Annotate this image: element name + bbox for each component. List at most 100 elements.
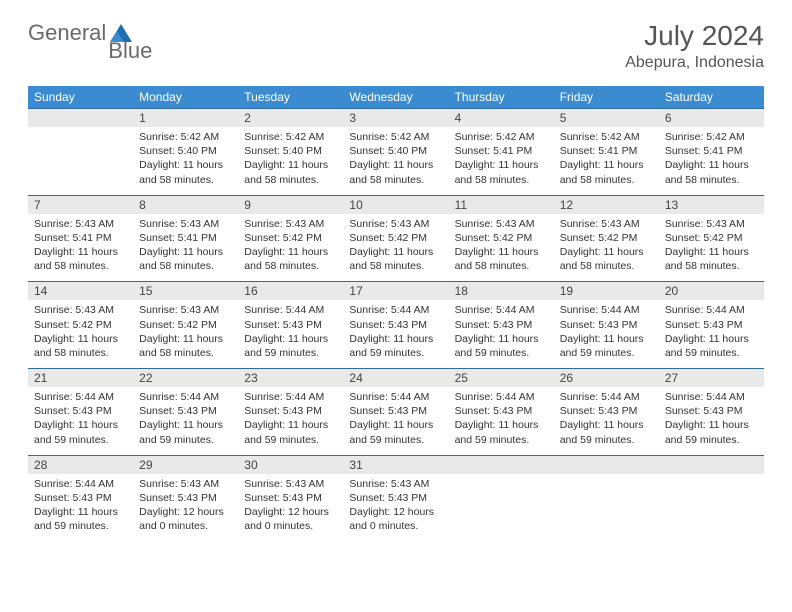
day-content-cell: Sunrise: 5:44 AMSunset: 5:43 PMDaylight:… xyxy=(133,387,238,455)
sunset-text: Sunset: 5:42 PM xyxy=(139,318,232,332)
day-content-cell: Sunrise: 5:44 AMSunset: 5:43 PMDaylight:… xyxy=(659,300,764,368)
sunset-text: Sunset: 5:43 PM xyxy=(455,404,548,418)
daylight-text: Daylight: 11 hours and 58 minutes. xyxy=(139,332,232,360)
day-number-cell: 18 xyxy=(449,282,554,301)
day-number: 30 xyxy=(244,458,257,472)
sunrise-text: Sunrise: 5:43 AM xyxy=(349,477,442,491)
header: General Blue July 2024 Abepura, Indonesi… xyxy=(28,20,764,72)
day-number-cell: 13 xyxy=(659,195,764,214)
day-header: Saturday xyxy=(659,86,764,109)
sunrise-text: Sunrise: 5:42 AM xyxy=(560,130,653,144)
day-number: 4 xyxy=(455,111,462,125)
sunrise-text: Sunrise: 5:42 AM xyxy=(665,130,758,144)
sunrise-text: Sunrise: 5:44 AM xyxy=(34,390,127,404)
day-content-cell: Sunrise: 5:44 AMSunset: 5:43 PMDaylight:… xyxy=(28,474,133,542)
sunrise-text: Sunrise: 5:44 AM xyxy=(560,390,653,404)
day-number: 24 xyxy=(349,371,362,385)
sunset-text: Sunset: 5:42 PM xyxy=(665,231,758,245)
brand-word2: Blue xyxy=(108,38,152,64)
day-content-cell: Sunrise: 5:42 AMSunset: 5:40 PMDaylight:… xyxy=(343,127,448,195)
week-content-row: Sunrise: 5:42 AMSunset: 5:40 PMDaylight:… xyxy=(28,127,764,195)
day-content-cell: Sunrise: 5:42 AMSunset: 5:40 PMDaylight:… xyxy=(238,127,343,195)
month-title: July 2024 xyxy=(625,20,764,52)
day-number: 16 xyxy=(244,284,257,298)
sunset-text: Sunset: 5:43 PM xyxy=(244,318,337,332)
day-number-cell: 8 xyxy=(133,195,238,214)
sunset-text: Sunset: 5:42 PM xyxy=(560,231,653,245)
day-number-cell: 16 xyxy=(238,282,343,301)
day-content-cell: Sunrise: 5:44 AMSunset: 5:43 PMDaylight:… xyxy=(659,387,764,455)
day-number: 23 xyxy=(244,371,257,385)
day-number: 7 xyxy=(34,198,41,212)
day-number-cell: 23 xyxy=(238,369,343,388)
day-number: 20 xyxy=(665,284,678,298)
sunrise-text: Sunrise: 5:43 AM xyxy=(665,217,758,231)
sunset-text: Sunset: 5:43 PM xyxy=(665,318,758,332)
day-number: 5 xyxy=(560,111,567,125)
day-number: 12 xyxy=(560,198,573,212)
sunset-text: Sunset: 5:41 PM xyxy=(139,231,232,245)
day-number-cell: 14 xyxy=(28,282,133,301)
daylight-text: Daylight: 11 hours and 58 minutes. xyxy=(665,158,758,186)
day-number-cell: 21 xyxy=(28,369,133,388)
day-number-cell: 31 xyxy=(343,455,448,474)
day-number-cell: 2 xyxy=(238,109,343,128)
day-number-cell: 6 xyxy=(659,109,764,128)
day-number-cell: 19 xyxy=(554,282,659,301)
day-content-cell: Sunrise: 5:44 AMSunset: 5:43 PMDaylight:… xyxy=(28,387,133,455)
daylight-text: Daylight: 11 hours and 59 minutes. xyxy=(665,418,758,446)
day-number: 21 xyxy=(34,371,47,385)
daylight-text: Daylight: 11 hours and 58 minutes. xyxy=(34,245,127,273)
sunrise-text: Sunrise: 5:42 AM xyxy=(349,130,442,144)
sunset-text: Sunset: 5:41 PM xyxy=(665,144,758,158)
sunrise-text: Sunrise: 5:44 AM xyxy=(455,390,548,404)
daylight-text: Daylight: 11 hours and 59 minutes. xyxy=(560,418,653,446)
brand-word1: General xyxy=(28,20,106,46)
day-content-cell: Sunrise: 5:43 AMSunset: 5:42 PMDaylight:… xyxy=(659,214,764,282)
sunrise-text: Sunrise: 5:42 AM xyxy=(244,130,337,144)
day-content-cell: Sunrise: 5:44 AMSunset: 5:43 PMDaylight:… xyxy=(343,300,448,368)
sunset-text: Sunset: 5:41 PM xyxy=(455,144,548,158)
daylight-text: Daylight: 11 hours and 58 minutes. xyxy=(349,158,442,186)
sunset-text: Sunset: 5:40 PM xyxy=(349,144,442,158)
daylight-text: Daylight: 12 hours and 0 minutes. xyxy=(349,505,442,533)
day-content-cell: Sunrise: 5:42 AMSunset: 5:41 PMDaylight:… xyxy=(554,127,659,195)
day-content-cell: Sunrise: 5:43 AMSunset: 5:43 PMDaylight:… xyxy=(343,474,448,542)
day-number: 13 xyxy=(665,198,678,212)
day-content-cell: Sunrise: 5:43 AMSunset: 5:43 PMDaylight:… xyxy=(238,474,343,542)
sunset-text: Sunset: 5:43 PM xyxy=(139,404,232,418)
sunrise-text: Sunrise: 5:44 AM xyxy=(34,477,127,491)
daylight-text: Daylight: 11 hours and 58 minutes. xyxy=(244,158,337,186)
day-header-row: Sunday Monday Tuesday Wednesday Thursday… xyxy=(28,86,764,109)
day-content-cell: Sunrise: 5:43 AMSunset: 5:42 PMDaylight:… xyxy=(133,300,238,368)
day-header: Tuesday xyxy=(238,86,343,109)
daylight-text: Daylight: 11 hours and 58 minutes. xyxy=(560,158,653,186)
sunrise-text: Sunrise: 5:44 AM xyxy=(244,303,337,317)
daylight-text: Daylight: 11 hours and 59 minutes. xyxy=(34,505,127,533)
day-number-cell: 28 xyxy=(28,455,133,474)
day-content-cell: Sunrise: 5:42 AMSunset: 5:41 PMDaylight:… xyxy=(659,127,764,195)
day-content-cell: Sunrise: 5:43 AMSunset: 5:41 PMDaylight:… xyxy=(28,214,133,282)
sunset-text: Sunset: 5:40 PM xyxy=(244,144,337,158)
daylight-text: Daylight: 11 hours and 58 minutes. xyxy=(455,158,548,186)
daylight-text: Daylight: 11 hours and 59 minutes. xyxy=(455,418,548,446)
day-content-cell: Sunrise: 5:44 AMSunset: 5:43 PMDaylight:… xyxy=(554,300,659,368)
day-content-cell xyxy=(28,127,133,195)
sunrise-text: Sunrise: 5:44 AM xyxy=(349,390,442,404)
day-number: 28 xyxy=(34,458,47,472)
day-content-cell: Sunrise: 5:44 AMSunset: 5:43 PMDaylight:… xyxy=(554,387,659,455)
day-content-cell: Sunrise: 5:43 AMSunset: 5:42 PMDaylight:… xyxy=(449,214,554,282)
day-number: 25 xyxy=(455,371,468,385)
day-number-cell: 15 xyxy=(133,282,238,301)
day-content-cell xyxy=(449,474,554,542)
day-content-cell: Sunrise: 5:44 AMSunset: 5:43 PMDaylight:… xyxy=(449,300,554,368)
day-number-cell: 22 xyxy=(133,369,238,388)
day-number-cell: 25 xyxy=(449,369,554,388)
day-number-cell: 3 xyxy=(343,109,448,128)
day-number-cell: 26 xyxy=(554,369,659,388)
day-header: Thursday xyxy=(449,86,554,109)
sunrise-text: Sunrise: 5:43 AM xyxy=(34,217,127,231)
day-number: 27 xyxy=(665,371,678,385)
day-number: 29 xyxy=(139,458,152,472)
sunrise-text: Sunrise: 5:44 AM xyxy=(665,390,758,404)
